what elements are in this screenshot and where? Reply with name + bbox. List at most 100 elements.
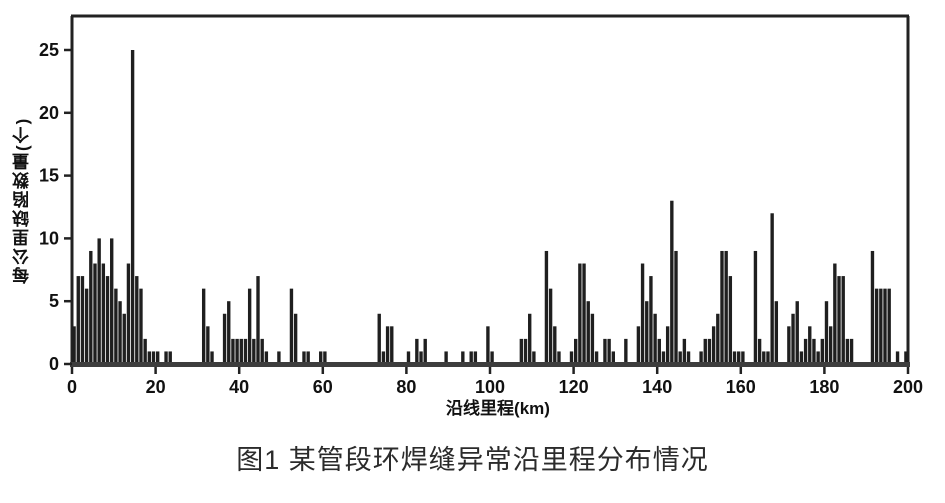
- bar: [703, 338, 707, 364]
- bar: [590, 313, 595, 364]
- y-tick-label: 25: [39, 40, 59, 60]
- y-ticks: 0 5 10 15 20 25: [39, 40, 72, 374]
- bar: [444, 351, 448, 364]
- bar: [737, 351, 741, 364]
- chart-canvas: 0 5 10 15 20 25 0 20 40 60 80 100 120 140 160 180 200: [39, 14, 923, 397]
- bar: [97, 238, 101, 364]
- bar: [319, 351, 323, 364]
- bar: [569, 351, 574, 364]
- bar: [883, 288, 887, 364]
- bar: [201, 288, 206, 364]
- bar: [732, 351, 737, 364]
- bar: [607, 338, 611, 364]
- bar: [548, 288, 553, 364]
- bar: [686, 351, 691, 364]
- bar: [293, 313, 298, 364]
- bar: [406, 351, 411, 364]
- bar: [720, 250, 724, 364]
- bar: [624, 338, 628, 364]
- bar: [302, 351, 306, 364]
- bar: [594, 351, 599, 364]
- bar: [289, 288, 294, 364]
- bar: [757, 338, 762, 364]
- bar: [553, 326, 557, 364]
- x-tick-label: 20: [146, 377, 166, 397]
- bar: [256, 276, 260, 364]
- bar: [670, 200, 674, 364]
- bar: [239, 338, 243, 364]
- bar-chart: 0 5 10 15 20 25 0 20 40 60 80 100 120 140 160 180 200 每公…: [13, 14, 923, 418]
- bar: [812, 338, 816, 364]
- bar: [678, 351, 682, 364]
- bar: [640, 263, 645, 364]
- bar: [870, 250, 875, 364]
- bar: [126, 263, 131, 364]
- bar: [523, 338, 528, 364]
- bar: [222, 313, 227, 364]
- y-tick-label: 20: [39, 103, 59, 123]
- bar: [164, 351, 168, 364]
- x-tick-label: 180: [809, 377, 839, 397]
- bar: [795, 301, 799, 364]
- bar: [574, 338, 578, 364]
- bar: [879, 288, 883, 364]
- bar: [532, 351, 536, 364]
- bar: [143, 338, 147, 364]
- bar: [415, 338, 419, 364]
- bar: [724, 250, 728, 364]
- bar: [820, 338, 824, 364]
- bar: [787, 326, 791, 364]
- x-tick-label: 100: [475, 377, 505, 397]
- bar: [130, 50, 135, 364]
- bar: [101, 263, 106, 364]
- bar: [699, 351, 703, 364]
- bar: [603, 338, 607, 364]
- y-tick-label: 5: [49, 291, 59, 311]
- bar: [390, 326, 394, 364]
- bar: [252, 338, 256, 364]
- x-ticks: 0 20 40 60 80 100 120 140 160 180 200: [67, 367, 923, 397]
- bar: [381, 351, 386, 364]
- bar: [645, 301, 649, 364]
- bar: [799, 351, 804, 364]
- bar: [423, 338, 427, 364]
- bar: [828, 326, 833, 364]
- bar: [385, 326, 390, 364]
- x-tick-label: 120: [559, 377, 589, 397]
- bar: [766, 351, 770, 364]
- bar: [707, 338, 712, 364]
- bar: [114, 288, 118, 364]
- bar: [741, 351, 745, 364]
- bar: [89, 250, 93, 364]
- bar: [895, 351, 900, 364]
- bar: [711, 326, 716, 364]
- x-tick-label: 200: [893, 377, 923, 397]
- bar: [665, 326, 670, 364]
- bar: [84, 288, 89, 364]
- bar: [674, 250, 678, 364]
- bar: [147, 351, 152, 364]
- bar: [803, 338, 808, 364]
- plot-frame: [70, 14, 910, 364]
- bar: [247, 288, 252, 364]
- bar: [762, 351, 766, 364]
- bar: [76, 276, 80, 364]
- bar: [490, 351, 494, 364]
- bar: [72, 326, 76, 364]
- bar: [728, 276, 733, 364]
- bar: [657, 338, 661, 364]
- bar: [845, 338, 850, 364]
- bar: [135, 276, 139, 364]
- bar: [260, 338, 264, 364]
- bar: [231, 338, 235, 364]
- bar: [770, 213, 774, 364]
- x-tick-label: 60: [313, 377, 333, 397]
- bar: [586, 301, 590, 364]
- x-tick-label: 40: [229, 377, 249, 397]
- bar: [151, 351, 156, 364]
- bar: [519, 338, 524, 364]
- bar: [377, 313, 381, 364]
- bar: [841, 276, 845, 364]
- bar: [557, 351, 561, 364]
